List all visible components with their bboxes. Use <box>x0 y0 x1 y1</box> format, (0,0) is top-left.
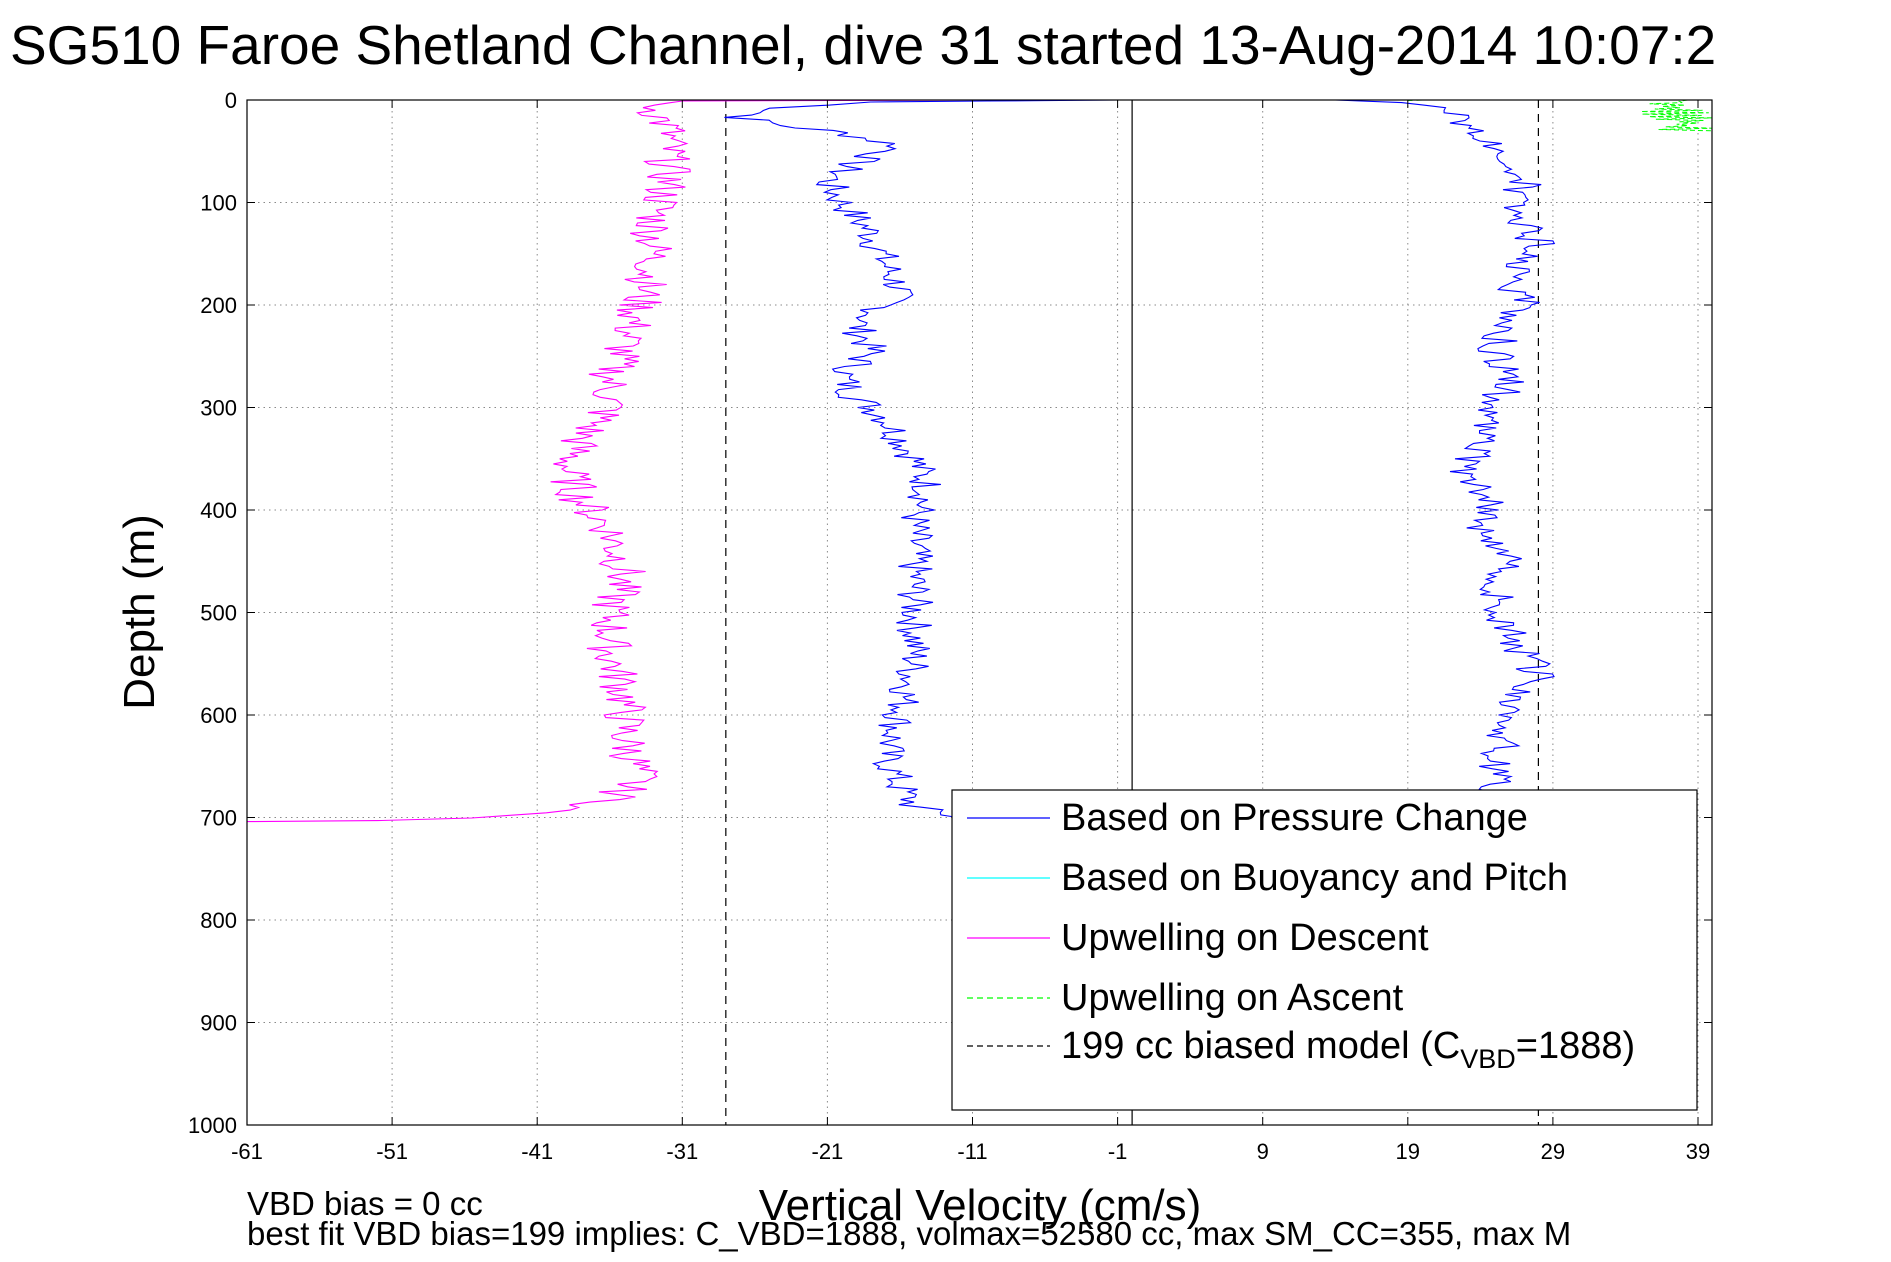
x-tick-label: -51 <box>376 1139 408 1164</box>
x-tick-label: -21 <box>812 1139 844 1164</box>
x-tick-labels: -61 -51 -41 -31 -21 -11 -1 9 19 29 39 <box>231 100 1710 1164</box>
x-tick-label: -11 <box>957 1139 987 1164</box>
legend-label: Upwelling on Descent <box>1061 917 1429 959</box>
x-axis-label: Vertical Velocity (cm/s) <box>759 1181 1202 1230</box>
y-tick-label: 1000 <box>188 1113 237 1138</box>
y-tick-label: 200 <box>200 293 237 318</box>
legend-box <box>951 789 1698 1111</box>
y-tick-label: 300 <box>200 396 237 421</box>
y-tick-label: 700 <box>200 806 237 831</box>
y-tick-label: 100 <box>200 191 237 216</box>
x-tick-label: -1 <box>1108 1139 1128 1164</box>
ascent-spikes <box>1640 99 1713 132</box>
x-tick-label: -61 <box>231 1139 263 1164</box>
x-tick-label: -41 <box>521 1139 553 1164</box>
legend-label: 199 cc biased model (CVBD=1888) <box>1061 1025 1635 1074</box>
y-tick-label: 600 <box>200 703 237 728</box>
x-tick-label: -31 <box>666 1139 698 1164</box>
x-tick-label: 9 <box>1257 1139 1269 1164</box>
footer-line-2: best fit VBD bias=199 implies: C_VBD=188… <box>247 1215 1571 1252</box>
legend: Based on Pressure Change Based on Buoyanc… <box>951 789 1698 1111</box>
chart-title: SG510 Faroe Shetland Channel, dive 31 st… <box>10 14 1716 76</box>
x-tick-label: 19 <box>1396 1139 1420 1164</box>
y-axis-label: Depth (m) <box>115 514 164 710</box>
series-line-upwelling-on-descent <box>246 99 973 823</box>
y-tick-label: 500 <box>200 601 237 626</box>
y-tick-labels: 0 100 200 300 400 500 600 700 800 900 1000 <box>188 88 1712 1138</box>
x-tick-label: 29 <box>1541 1139 1565 1164</box>
x-tick-label: 39 <box>1686 1139 1710 1164</box>
y-tick-label: 900 <box>200 1011 237 1036</box>
legend-label: Based on Buoyancy and Pitch <box>1061 857 1568 899</box>
footer-line-1: VBD bias = 0 cc <box>247 1185 483 1222</box>
legend-label: Upwelling on Ascent <box>1061 977 1404 1019</box>
y-tick-label: 400 <box>200 498 237 523</box>
legend-entries: Based on Pressure Change Based on Buoyanc… <box>967 797 1635 1074</box>
y-tick-label: 0 <box>225 88 237 113</box>
y-tick-label: 800 <box>200 908 237 933</box>
legend-label: Based on Pressure Change <box>1061 797 1528 839</box>
